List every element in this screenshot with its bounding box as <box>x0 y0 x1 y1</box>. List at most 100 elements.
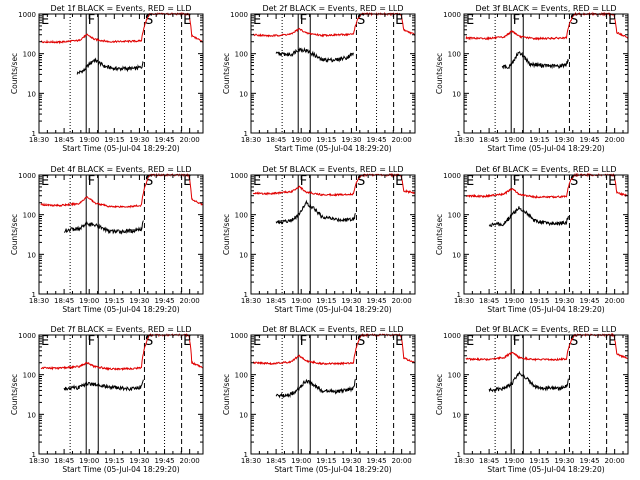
marker-letter: E <box>466 13 474 28</box>
chart-title: Det 3f BLACK = Events, RED = LLD <box>475 4 616 13</box>
y-axis-label: Counts/sec <box>222 214 231 255</box>
y-tick-label: 10 <box>452 411 461 419</box>
chart-title: Det 9f BLACK = Events, RED = LLD <box>475 325 616 334</box>
red-series-line <box>40 172 203 209</box>
x-tick-label: 19:45 <box>154 457 174 465</box>
y-tick-label: 1 <box>457 451 461 459</box>
marker-letter: S <box>357 334 365 349</box>
x-tick-label: 19:45 <box>366 457 386 465</box>
marker-letter: E <box>253 13 261 28</box>
black-series-line <box>488 370 569 393</box>
chart-title: Det 4f BLACK = Events, RED = LLD <box>50 165 191 174</box>
y-tick-label: 100 <box>448 51 461 59</box>
x-tick-label: 19:45 <box>579 136 599 144</box>
marker-letter: S <box>145 13 153 28</box>
x-tick-label: 19:00 <box>504 297 524 305</box>
marker-letter: F <box>88 334 95 349</box>
x-tick-label: 20:00 <box>392 136 412 144</box>
black-series-line <box>488 206 569 227</box>
marker-letter: E <box>608 13 616 28</box>
x-tick-label: 20:00 <box>605 136 625 144</box>
y-tick-label: 1000 <box>230 11 248 19</box>
y-tick-label: 1000 <box>443 172 461 180</box>
marker-letter: E <box>253 174 261 189</box>
y-axis-label: Counts/sec <box>222 53 231 94</box>
x-tick-label: 19:45 <box>579 457 599 465</box>
y-axis-label: Counts/sec <box>435 214 444 255</box>
marker-letter: F <box>513 13 520 28</box>
y-axis-label: Counts/sec <box>10 214 19 255</box>
marker-letter: E <box>395 174 403 189</box>
plot-frame <box>463 174 629 295</box>
x-tick-label: 19:00 <box>79 136 99 144</box>
x-tick-label: 19:00 <box>79 297 99 305</box>
marker-letter: E <box>183 174 191 189</box>
x-axis-label: Start Time (05-Jul-04 18:29:20) <box>274 305 391 314</box>
x-axis-label: Start Time (05-Jul-04 18:29:20) <box>62 305 179 314</box>
x-tick-label: 20:00 <box>605 297 625 305</box>
marker-letter: F <box>88 174 95 189</box>
marker-letter: E <box>608 334 616 349</box>
y-tick-label: 1 <box>32 451 36 459</box>
y-tick-label: 10 <box>239 251 248 259</box>
marker-letter: E <box>183 334 191 349</box>
marker-letter: F <box>513 174 520 189</box>
plot-frame <box>38 174 204 295</box>
x-tick-label: 18:45 <box>266 457 286 465</box>
marker-letter: E <box>395 13 403 28</box>
y-tick-label: 1000 <box>18 11 36 19</box>
red-series-line <box>465 172 628 199</box>
x-tick-label: 18:30 <box>241 136 261 144</box>
marker-letter: E <box>466 174 474 189</box>
y-axis-label: Counts/sec <box>222 374 231 415</box>
red-series-line <box>40 333 204 372</box>
y-tick-label: 10 <box>27 251 36 259</box>
marker-letter: S <box>145 174 153 189</box>
y-tick-label: 1 <box>457 130 461 138</box>
marker-letter: S <box>145 334 153 349</box>
red-series-line <box>465 332 628 362</box>
marker-letter: F <box>88 13 95 28</box>
marker-letter: F <box>300 174 307 189</box>
black-series-line <box>501 51 569 70</box>
x-tick-label: 20:00 <box>180 457 200 465</box>
x-tick-label: 18:45 <box>54 457 74 465</box>
x-tick-label: 19:15 <box>104 136 124 144</box>
y-tick-label: 1 <box>244 130 248 138</box>
x-tick-label: 19:45 <box>366 297 386 305</box>
y-tick-label: 100 <box>235 212 248 220</box>
x-tick-label: 19:00 <box>504 457 524 465</box>
x-tick-label: 19:15 <box>529 457 549 465</box>
x-tick-label: 19:15 <box>529 136 549 144</box>
plot-frame <box>250 13 416 134</box>
x-tick-label: 18:45 <box>479 136 499 144</box>
y-tick-label: 10 <box>239 90 248 98</box>
y-axis-label: Counts/sec <box>435 374 444 415</box>
x-axis-label: Start Time (05-Jul-04 18:29:20) <box>487 305 604 314</box>
y-tick-label: 1000 <box>230 332 248 340</box>
y-tick-label: 1000 <box>443 332 461 340</box>
x-tick-label: 19:00 <box>291 457 311 465</box>
x-tick-label: 19:30 <box>554 297 574 305</box>
x-tick-label: 18:45 <box>266 136 286 144</box>
x-axis-label: Start Time (05-Jul-04 18:29:20) <box>274 144 391 153</box>
y-tick-label: 10 <box>452 90 461 98</box>
marker-letter: E <box>41 334 49 349</box>
x-tick-label: 18:30 <box>241 297 261 305</box>
y-tick-label: 1 <box>32 291 36 299</box>
black-series-line <box>275 46 354 63</box>
black-series-line <box>64 220 144 235</box>
red-series-line <box>40 11 203 45</box>
x-tick-label: 20:00 <box>392 457 412 465</box>
x-axis-label: Start Time (05-Jul-04 18:29:20) <box>274 465 391 474</box>
x-tick-label: 19:15 <box>104 457 124 465</box>
x-tick-label: 19:30 <box>341 297 361 305</box>
x-tick-label: 18:45 <box>266 297 286 305</box>
x-tick-label: 19:00 <box>79 457 99 465</box>
marker-letter: F <box>300 13 307 28</box>
x-tick-label: 19:30 <box>341 457 361 465</box>
